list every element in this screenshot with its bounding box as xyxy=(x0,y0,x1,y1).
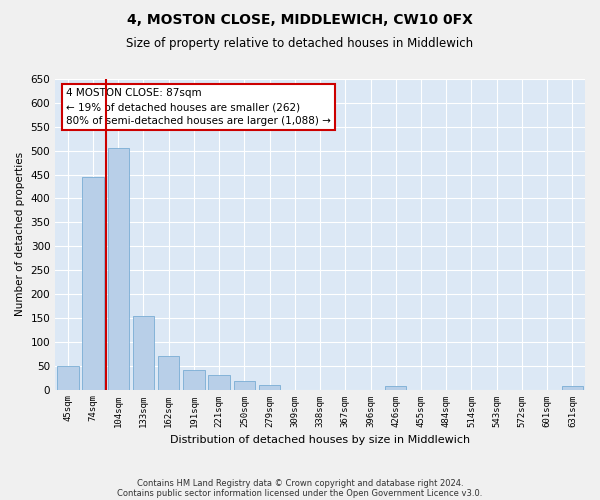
Bar xyxy=(385,386,406,390)
Text: 4 MOSTON CLOSE: 87sqm
← 19% of detached houses are smaller (262)
80% of semi-det: 4 MOSTON CLOSE: 87sqm ← 19% of detached … xyxy=(66,88,331,126)
Bar xyxy=(133,316,154,390)
Text: Size of property relative to detached houses in Middlewich: Size of property relative to detached ho… xyxy=(127,38,473,51)
Bar xyxy=(82,177,104,390)
Text: 4, MOSTON CLOSE, MIDDLEWICH, CW10 0FX: 4, MOSTON CLOSE, MIDDLEWICH, CW10 0FX xyxy=(127,12,473,26)
Text: Contains HM Land Registry data © Crown copyright and database right 2024.: Contains HM Land Registry data © Crown c… xyxy=(137,478,463,488)
Text: Contains public sector information licensed under the Open Government Licence v3: Contains public sector information licen… xyxy=(118,488,482,498)
Bar xyxy=(233,381,255,390)
Bar xyxy=(107,148,129,390)
Y-axis label: Number of detached properties: Number of detached properties xyxy=(15,152,25,316)
Bar xyxy=(57,366,79,390)
Bar xyxy=(562,386,583,390)
Bar xyxy=(183,370,205,390)
X-axis label: Distribution of detached houses by size in Middlewich: Distribution of detached houses by size … xyxy=(170,435,470,445)
Bar xyxy=(259,385,280,390)
Bar xyxy=(208,375,230,390)
Bar xyxy=(158,356,179,390)
